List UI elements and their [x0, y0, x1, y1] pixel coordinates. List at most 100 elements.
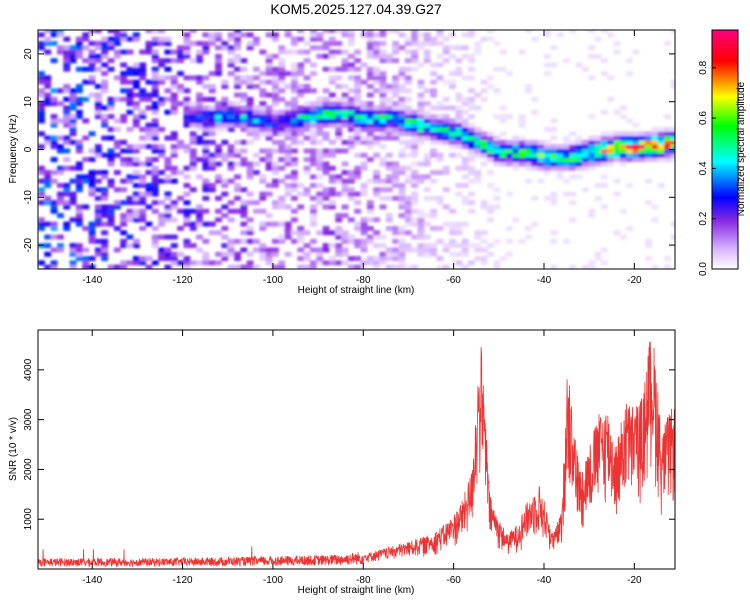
- heatmap-cell: [423, 221, 431, 227]
- heatmap-cell: [177, 251, 184, 257]
- heatmap-cell: [455, 109, 463, 115]
- heatmap-cell: [468, 152, 475, 158]
- heatmap-cell: [569, 264, 577, 269]
- heatmap-cell: [196, 208, 203, 214]
- heatmap-cell: [278, 127, 286, 132]
- heatmap-cell: [506, 161, 513, 167]
- heatmap-cell: [63, 165, 71, 171]
- heatmap-cell: [537, 144, 545, 150]
- heatmap-cell: [272, 247, 279, 253]
- heatmap-cell: [164, 135, 172, 141]
- heatmap-cell: [594, 148, 602, 154]
- heatmap-cell: [196, 213, 203, 218]
- y-tick-label: -20: [23, 237, 34, 252]
- heatmap-cell: [322, 41, 330, 46]
- heatmap-cell: [398, 84, 406, 89]
- heatmap-cell: [499, 118, 507, 124]
- heatmap-cell: [310, 122, 317, 128]
- heatmap-cell: [215, 174, 222, 180]
- heatmap-cell: [525, 161, 532, 167]
- heatmap-cell: [227, 208, 235, 214]
- heatmap-cell: [189, 101, 197, 107]
- heatmap-cell: [550, 195, 558, 201]
- heatmap-cell: [398, 101, 406, 107]
- heatmap-cell: [404, 200, 412, 206]
- heatmap-cell: [417, 251, 425, 257]
- heatmap-cell: [240, 157, 248, 162]
- heatmap-cell: [132, 170, 140, 175]
- heatmap-cell: [221, 114, 229, 119]
- heatmap-cell: [196, 58, 203, 64]
- heatmap-cell: [107, 41, 115, 46]
- heatmap-cell: [69, 217, 77, 223]
- heatmap-cell: [404, 66, 412, 72]
- heatmap-cell: [151, 36, 159, 42]
- heatmap-cell: [38, 105, 45, 111]
- heatmap-cell: [164, 165, 172, 171]
- heatmap-cell: [145, 135, 153, 141]
- heatmap-cell: [183, 45, 191, 51]
- heatmap-cell: [221, 213, 229, 218]
- heatmap-cell: [38, 200, 45, 206]
- heatmap-cell: [234, 139, 241, 145]
- heatmap-cell: [151, 238, 159, 244]
- heatmap-cell: [113, 36, 121, 42]
- heatmap-cell: [588, 30, 596, 33]
- heatmap-cell: [57, 148, 64, 154]
- heatmap-cell: [253, 118, 260, 124]
- heatmap-cell: [436, 53, 444, 59]
- heatmap-cell: [619, 157, 627, 162]
- heatmap-cell: [57, 49, 64, 55]
- heatmap-cell: [94, 58, 102, 64]
- heatmap-cell: [411, 36, 419, 42]
- heatmap-cell: [404, 243, 412, 249]
- heatmap-cell: [75, 178, 83, 184]
- heatmap-cell: [322, 191, 330, 197]
- heatmap-cell: [38, 260, 45, 266]
- heatmap-cell: [265, 251, 273, 257]
- heatmap-cell: [398, 118, 406, 124]
- heatmap-cell: [404, 118, 412, 124]
- heatmap-cell: [215, 62, 222, 68]
- heatmap-cell: [600, 144, 608, 150]
- heatmap-cell: [94, 101, 102, 107]
- heatmap-cell: [670, 135, 675, 141]
- heatmap-cell: [38, 243, 45, 249]
- heatmap-cell: [57, 183, 64, 188]
- heatmap-cell: [132, 256, 140, 261]
- heatmap-cell: [645, 256, 653, 261]
- heatmap-cell: [468, 122, 475, 128]
- heatmap-cell: [594, 152, 602, 158]
- heatmap-cell: [259, 122, 267, 128]
- heatmap-cell: [132, 79, 140, 85]
- heatmap-cell: [354, 118, 362, 124]
- heatmap-cell: [303, 187, 311, 193]
- heatmap-cell: [278, 79, 286, 85]
- heatmap-cell: [88, 230, 96, 236]
- heatmap-cell: [404, 105, 412, 111]
- heatmap-cell: [196, 139, 203, 145]
- heatmap-cell: [139, 135, 147, 141]
- heatmap-cell: [120, 114, 128, 119]
- heatmap-cell: [297, 84, 305, 89]
- heatmap-cell: [265, 105, 273, 111]
- heatmap-cell: [335, 243, 343, 249]
- heatmap-cell: [354, 96, 362, 102]
- heatmap-cell: [221, 204, 229, 210]
- heatmap-cell: [487, 135, 494, 141]
- heatmap-cell: [461, 161, 469, 167]
- heatmap-cell: [335, 213, 343, 218]
- heatmap-cell: [183, 208, 191, 214]
- heatmap-cell: [189, 118, 197, 124]
- heatmap-cell: [291, 105, 298, 111]
- heatmap-cell: [291, 127, 298, 132]
- heatmap-cell: [385, 195, 393, 201]
- heatmap-cell: [101, 49, 109, 55]
- heatmap-cell: [126, 178, 134, 184]
- heatmap-cell: [170, 101, 178, 107]
- heatmap-cell: [75, 144, 83, 150]
- heatmap-cell: [442, 139, 450, 145]
- heatmap-cell: [341, 114, 349, 119]
- heatmap-cell: [664, 157, 672, 162]
- heatmap-cell: [50, 208, 58, 214]
